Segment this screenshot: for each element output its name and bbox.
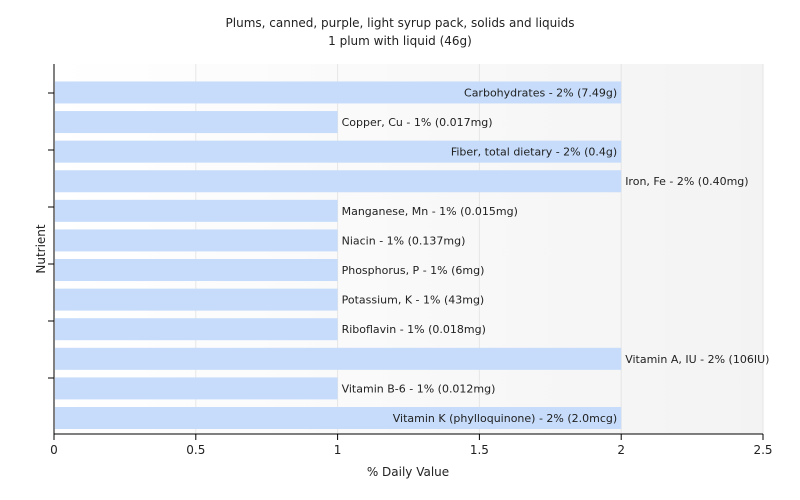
bar-label: Vitamin A, IU - 2% (106IU)	[625, 353, 769, 366]
bar	[55, 199, 338, 222]
bars	[55, 81, 622, 429]
chart-subtitle: 1 plum with liquid (46g)	[328, 34, 472, 48]
bar	[55, 377, 338, 400]
bar-label: Niacin - 1% (0.137mg)	[342, 234, 466, 247]
x-tick-label: 1	[334, 443, 342, 457]
y-axis-label: Nutrient	[34, 224, 48, 274]
bar-label: Manganese, Mn - 1% (0.015mg)	[342, 205, 518, 218]
bar	[55, 288, 338, 311]
bar	[55, 318, 338, 341]
bar	[55, 347, 622, 370]
bar-label: Riboflavin - 1% (0.018mg)	[342, 323, 486, 336]
bar	[55, 111, 338, 134]
bar-label: Iron, Fe - 2% (0.40mg)	[625, 175, 748, 188]
bar	[55, 259, 338, 282]
x-tick-label: 1.5	[470, 443, 489, 457]
bar-label: Phosphorus, P - 1% (6mg)	[342, 264, 485, 277]
bar	[55, 229, 338, 252]
bar	[55, 170, 622, 193]
bar	[55, 140, 622, 163]
bar-label: Vitamin B-6 - 1% (0.012mg)	[342, 382, 496, 395]
bar-labels: Carbohydrates - 2% (7.49g) Copper, Cu - 1…	[342, 86, 770, 425]
bar-label: Carbohydrates - 2% (7.49g)	[464, 86, 617, 99]
chart-title: Plums, canned, purple, light syrup pack,…	[226, 16, 575, 30]
x-axis-label: % Daily Value	[367, 465, 449, 479]
bar	[55, 81, 622, 104]
bar-label: Copper, Cu - 1% (0.017mg)	[342, 116, 493, 129]
x-tick-label: 2	[617, 443, 625, 457]
x-tick-label: 0	[50, 443, 58, 457]
bar-label: Potassium, K - 1% (43mg)	[342, 294, 485, 307]
bar-label: Fiber, total dietary - 2% (0.4g)	[451, 146, 617, 159]
x-tick-label: 0.5	[186, 443, 205, 457]
bar	[55, 407, 622, 429]
x-tick-label: 2.5	[753, 443, 772, 457]
axes: 0 0.5 1 1.5 2 2.5	[48, 64, 773, 457]
bar-label: Vitamin K (phylloquinone) - 2% (2.0mcg)	[393, 412, 617, 425]
